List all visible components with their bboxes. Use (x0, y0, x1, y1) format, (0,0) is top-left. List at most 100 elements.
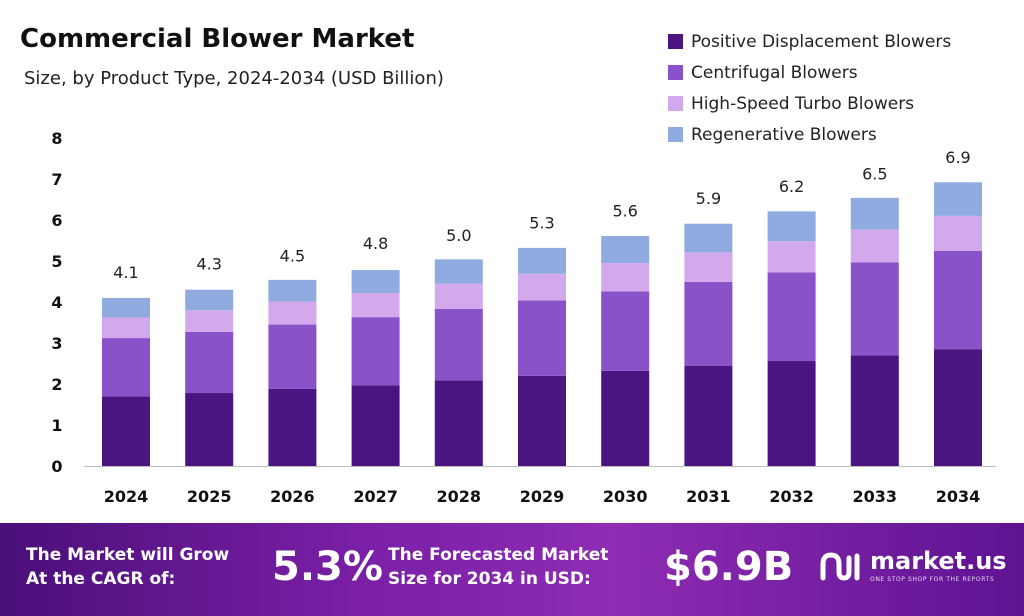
bar-total-label: 4.3 (196, 255, 221, 274)
summary-banner: The Market will Grow At the CAGR of: 5.3… (0, 523, 1024, 616)
market-us-logo-icon (820, 551, 860, 581)
legend-swatch (668, 34, 683, 49)
cagr-label: The Market will Grow At the CAGR of: (26, 543, 229, 591)
x-tick-label: 2034 (936, 487, 981, 506)
cagr-label-line1: The Market will Grow (26, 545, 230, 565)
legend-label: Positive Displacement Blowers (691, 31, 952, 52)
y-tick-label: 2 (51, 375, 62, 394)
bar-segment (518, 247, 566, 274)
bar-segment (185, 331, 234, 394)
bar-segment (434, 308, 483, 381)
chart-title: Commercial Blower Market (20, 24, 415, 54)
bar-segment (351, 317, 400, 386)
legend-item: Regenerative Blowers (668, 119, 951, 150)
bar-segment (434, 283, 483, 309)
forecast-label-line2: Size for 2034 in USD: (388, 569, 591, 589)
x-tick-label: 2027 (353, 487, 398, 506)
bar-segment (850, 262, 899, 356)
legend-item: Positive Displacement Blowers (668, 26, 951, 57)
bar-total-label: 5.3 (529, 214, 554, 233)
bar-segment (185, 310, 234, 332)
bar-segment (518, 300, 566, 376)
bar-segment (268, 388, 317, 466)
legend-swatch (668, 127, 683, 142)
bar-segment (434, 380, 483, 466)
bar-segment (934, 250, 982, 350)
chart-subtitle: Size, by Product Type, 2024-2034 (USD Bi… (24, 68, 444, 89)
bar-segment (185, 393, 234, 466)
bar-segment (351, 270, 400, 293)
brand-name: market.us (870, 547, 1007, 575)
y-tick-label: 1 (51, 416, 62, 435)
bar-segment (684, 365, 733, 466)
cagr-value: 5.3% (272, 544, 383, 590)
bar-segment (767, 361, 816, 466)
bar-segment (934, 182, 982, 216)
bar-segment (185, 289, 234, 311)
bar-segment (767, 272, 816, 362)
bar-segment (601, 370, 650, 466)
x-tick-label: 2033 (853, 487, 898, 506)
cagr-label-line2: At the CAGR of: (26, 569, 176, 589)
bar-segment (684, 223, 733, 253)
bar-segment (684, 252, 733, 282)
forecast-label: The Forecasted Market Size for 2034 in U… (388, 543, 608, 591)
x-tick-label: 2031 (686, 487, 731, 506)
y-tick-label: 8 (51, 129, 62, 148)
bar-segment (102, 338, 150, 397)
brand-logo: market.us ONE STOP SHOP FOR THE REPORTS (818, 547, 1007, 584)
bar-total-label: 6.2 (779, 177, 804, 196)
stacked-bar-chart: 0 1 2 3 4 5 6 7 8 4.1 2024 4.3 2025 4.5 2026 4.8 2027 5.0… (51, 129, 996, 506)
bar-segment (351, 292, 400, 318)
bar-segment (518, 273, 566, 301)
bar-total-label: 5.6 (612, 201, 637, 220)
forecast-label-line1: The Forecasted Market (388, 545, 609, 565)
bar-total-label: 4.5 (280, 247, 305, 266)
brand-tagline: ONE STOP SHOP FOR THE REPORTS (870, 576, 995, 583)
y-tick-label: 7 (51, 170, 62, 189)
bar-segment (601, 291, 650, 371)
bar-total-label: 6.5 (862, 165, 887, 184)
bar-segment (850, 355, 899, 466)
bar-total-label: 6.9 (945, 148, 970, 167)
legend-item: Centrifugal Blowers (668, 57, 951, 88)
bar-segment (434, 259, 483, 284)
bar-segment (767, 211, 816, 242)
legend-swatch (668, 96, 683, 111)
bar-segment (102, 317, 150, 339)
x-tick-label: 2024 (104, 487, 149, 506)
bar-segment (767, 241, 816, 273)
y-tick-label: 6 (51, 211, 62, 230)
y-tick-label: 3 (51, 334, 62, 353)
legend-label: Regenerative Blowers (691, 124, 877, 145)
bar-total-label: 4.8 (363, 234, 388, 253)
legend-label: Centrifugal Blowers (691, 62, 858, 83)
x-tick-label: 2025 (187, 487, 232, 506)
y-tick-label: 0 (51, 457, 62, 476)
x-tick-label: 2029 (520, 487, 565, 506)
x-tick-label: 2032 (769, 487, 814, 506)
x-tick-label: 2026 (270, 487, 315, 506)
y-tick-label: 4 (51, 293, 62, 312)
bar-segment (850, 229, 899, 263)
legend-swatch (668, 65, 683, 80)
bar-segment (684, 281, 733, 366)
legend-label: High-Speed Turbo Blowers (691, 93, 915, 114)
chart-legend: Positive Displacement Blowers Centrifugal… (668, 26, 951, 150)
bar-total-label: 5.9 (696, 189, 721, 208)
bar-segment (268, 279, 317, 302)
bar-segment (102, 396, 150, 466)
bar-total-label: 4.1 (113, 263, 138, 282)
bar-segment (601, 235, 650, 264)
bar-segment (268, 324, 317, 389)
bar-segment (268, 301, 317, 325)
y-tick-label: 5 (51, 252, 62, 271)
legend-item: High-Speed Turbo Blowers (668, 88, 951, 119)
x-tick-label: 2028 (437, 487, 482, 506)
bar-segment (102, 297, 150, 318)
forecast-value: $6.9B (664, 544, 794, 590)
x-tick-label: 2030 (603, 487, 648, 506)
bar-segment (934, 215, 982, 251)
bar-segment (351, 385, 400, 466)
